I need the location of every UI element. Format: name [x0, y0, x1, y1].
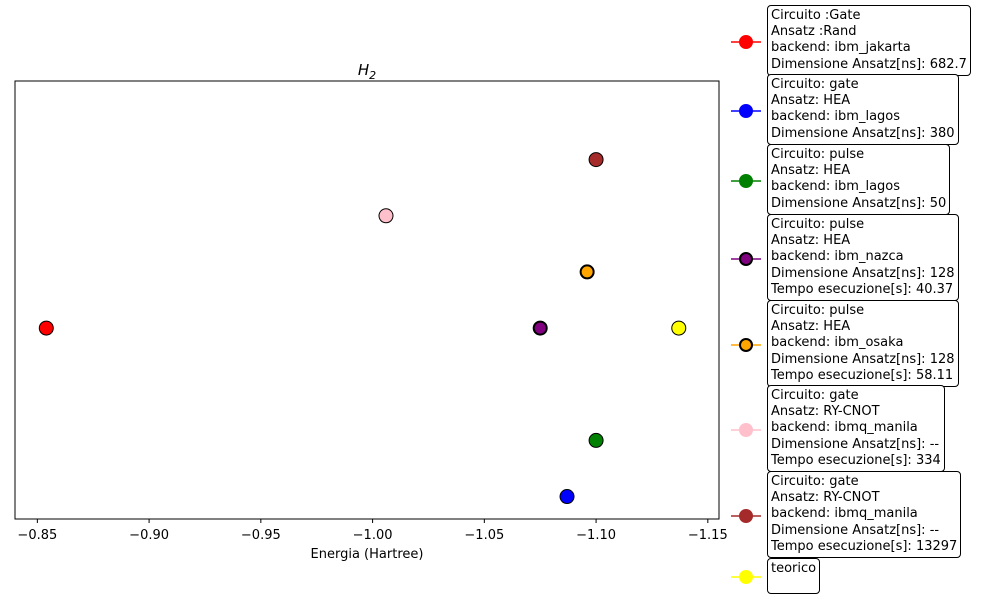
legend-dot [739, 509, 753, 523]
plot-frame [14, 80, 720, 520]
x-tick-label: −1.15 [688, 528, 728, 543]
legend-marker [731, 423, 761, 437]
legend-entry: Circuito: gate Ansatz: RY-CNOT backend: … [767, 471, 962, 559]
data-point [671, 320, 687, 336]
x-axis-label: Energia (Hartree) [311, 547, 424, 562]
x-tick-label: −0.95 [241, 528, 281, 543]
legend-dot [739, 252, 753, 266]
x-tick-label: −1.10 [576, 528, 616, 543]
legend-dot [739, 338, 753, 352]
data-point [532, 320, 548, 336]
data-point [38, 320, 54, 336]
legend-dot [739, 423, 753, 437]
x-tick-label: −0.90 [129, 528, 169, 543]
legend-dot [739, 570, 753, 584]
data-point [559, 489, 575, 505]
x-axis: −0.85 −0.90 −0.95 −1.00 −1.05 −1.10 −1.15 [17, 519, 728, 543]
legend-dot [739, 34, 753, 49]
legend-marker [731, 103, 761, 118]
legend-entry: Circuito: gate Ansatz: HEA backend: ibm_… [767, 74, 959, 145]
legend-entry: Circuito :Gate Ansatz :Rand backend: ibm… [767, 5, 971, 76]
legend-entry: Circuito: gate Ansatz: RY-CNOT backend: … [767, 385, 945, 473]
legend-entry: Circuito: pulse Ansatz: HEA backend: ibm… [767, 214, 959, 302]
legend-marker [731, 570, 761, 584]
data-point [378, 208, 394, 224]
legend-dot [739, 173, 753, 188]
plot-area [14, 80, 720, 520]
x-tick-label: −1.05 [464, 528, 504, 543]
chart-title: H2 [358, 61, 376, 82]
legend-marker [731, 509, 761, 523]
x-tick-label: −1.00 [353, 528, 393, 543]
legend-marker [731, 173, 761, 188]
x-tick-label: −0.85 [17, 528, 57, 543]
legend-dot [739, 103, 753, 118]
legend-marker [731, 338, 761, 352]
scatter-points [38, 152, 687, 505]
data-point [588, 432, 604, 448]
legend-entry: Circuito: pulse Ansatz: HEA backend: ibm… [767, 300, 959, 388]
data-point [588, 152, 604, 168]
legend-marker [731, 34, 761, 49]
legend-entry: teorico [767, 558, 821, 594]
data-point [579, 264, 595, 280]
legend-marker [731, 252, 761, 266]
legend-entry: Circuito: pulse Ansatz: HEA backend: ibm… [767, 144, 951, 215]
